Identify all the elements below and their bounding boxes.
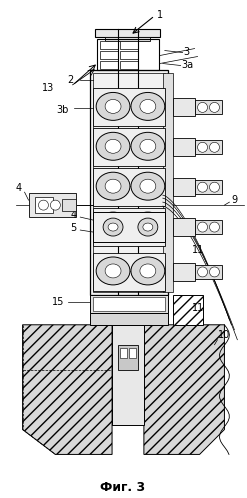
Bar <box>120 40 138 49</box>
Ellipse shape <box>198 222 207 232</box>
Text: 4: 4 <box>16 183 22 193</box>
Text: 3: 3 <box>184 46 190 57</box>
Bar <box>195 220 223 234</box>
Ellipse shape <box>96 93 130 121</box>
Ellipse shape <box>143 223 153 231</box>
Ellipse shape <box>96 132 130 160</box>
Bar <box>195 140 223 154</box>
Bar <box>62 199 76 211</box>
Ellipse shape <box>131 172 165 200</box>
Bar <box>195 180 223 194</box>
Text: 9: 9 <box>231 195 238 205</box>
Ellipse shape <box>131 132 165 160</box>
Ellipse shape <box>209 103 219 113</box>
Bar <box>97 38 159 71</box>
Bar <box>36 197 53 213</box>
Ellipse shape <box>96 257 130 285</box>
Ellipse shape <box>138 218 158 236</box>
Bar <box>173 218 195 236</box>
Bar <box>112 325 144 424</box>
Ellipse shape <box>209 222 219 232</box>
Ellipse shape <box>105 219 121 233</box>
Bar <box>90 71 168 295</box>
Text: Фиг. 3: Фиг. 3 <box>101 481 145 494</box>
Bar <box>120 61 138 69</box>
Polygon shape <box>22 325 112 455</box>
Ellipse shape <box>103 218 123 236</box>
Polygon shape <box>144 325 225 455</box>
Bar <box>93 253 165 291</box>
Bar <box>173 295 203 325</box>
Ellipse shape <box>105 264 121 278</box>
Ellipse shape <box>96 212 130 240</box>
Text: 1: 1 <box>157 9 163 19</box>
Text: 4: 4 <box>70 210 76 220</box>
Bar <box>129 348 136 358</box>
Ellipse shape <box>198 103 207 113</box>
Bar <box>120 51 138 59</box>
Bar <box>195 101 223 115</box>
Bar <box>173 178 195 196</box>
Ellipse shape <box>131 93 165 121</box>
Ellipse shape <box>198 267 207 277</box>
Bar <box>173 99 195 117</box>
Bar <box>173 263 195 281</box>
Ellipse shape <box>140 139 156 153</box>
Text: 10: 10 <box>217 330 230 340</box>
Ellipse shape <box>50 200 60 210</box>
Text: 15: 15 <box>52 297 64 307</box>
Bar <box>163 74 173 292</box>
Bar <box>173 138 195 156</box>
Ellipse shape <box>198 182 207 192</box>
Text: 2: 2 <box>67 76 73 86</box>
Ellipse shape <box>140 179 156 193</box>
Ellipse shape <box>96 172 130 200</box>
Text: 11: 11 <box>192 245 204 255</box>
Ellipse shape <box>198 142 207 152</box>
Bar <box>93 128 165 166</box>
Text: 5: 5 <box>70 223 76 233</box>
Ellipse shape <box>209 182 219 192</box>
Bar <box>195 265 223 279</box>
Bar <box>95 28 160 36</box>
Bar <box>93 208 165 246</box>
Ellipse shape <box>209 267 219 277</box>
Bar <box>93 212 165 242</box>
Ellipse shape <box>131 212 165 240</box>
Ellipse shape <box>140 219 156 233</box>
Ellipse shape <box>105 179 121 193</box>
Text: 13: 13 <box>42 84 55 94</box>
Ellipse shape <box>140 264 156 278</box>
Ellipse shape <box>105 139 121 153</box>
Ellipse shape <box>108 223 118 231</box>
Bar <box>100 51 118 59</box>
Bar <box>120 348 127 358</box>
Text: 3a: 3a <box>182 60 194 70</box>
Bar <box>100 61 118 69</box>
Bar <box>100 40 118 49</box>
Bar <box>90 295 168 313</box>
Bar <box>93 89 165 126</box>
Bar <box>105 36 150 40</box>
Ellipse shape <box>39 200 48 210</box>
Bar <box>29 193 76 217</box>
Bar <box>93 74 165 292</box>
Bar <box>118 345 138 370</box>
Ellipse shape <box>131 257 165 285</box>
Bar <box>93 297 165 311</box>
Bar <box>90 313 168 325</box>
Ellipse shape <box>105 100 121 114</box>
Bar <box>93 168 165 206</box>
Text: 3b: 3b <box>56 106 68 116</box>
Ellipse shape <box>140 100 156 114</box>
Ellipse shape <box>209 142 219 152</box>
Text: 11: 11 <box>192 303 204 313</box>
